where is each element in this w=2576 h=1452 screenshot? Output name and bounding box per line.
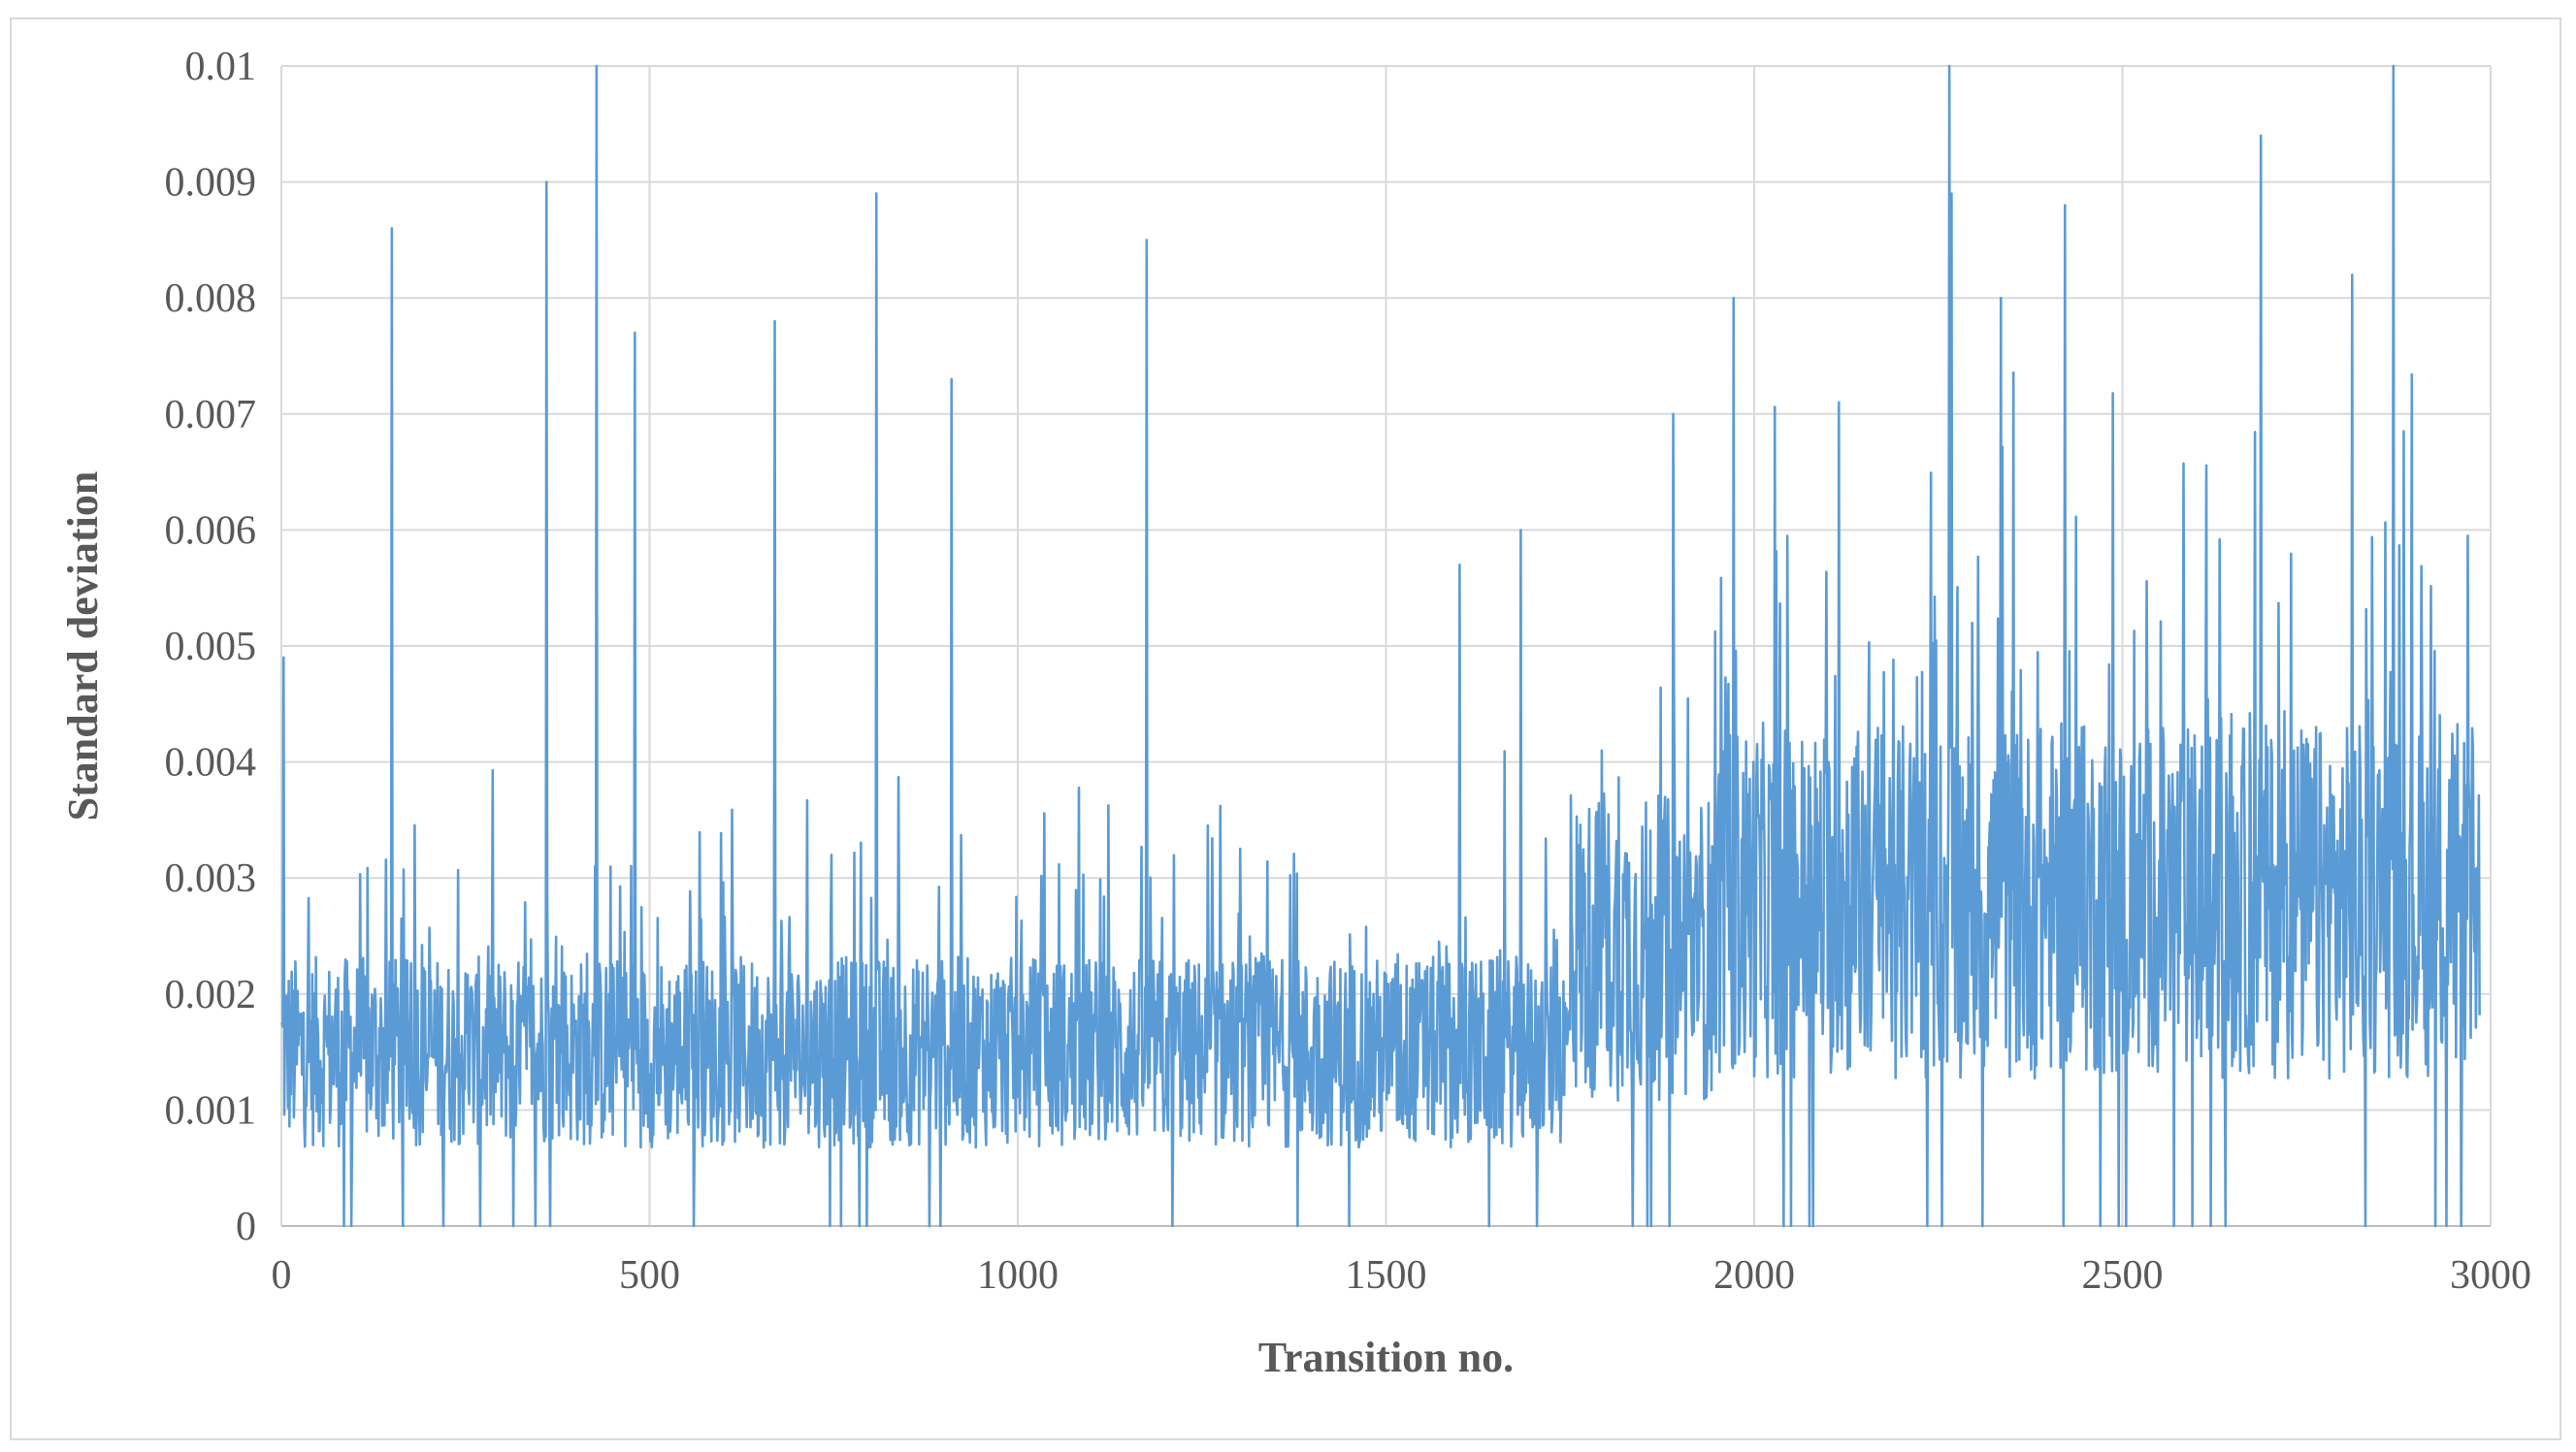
y-tick-label: 0.007 — [165, 393, 257, 437]
x-axis-title: Transition no. — [1258, 1334, 1514, 1381]
series-layer — [280, 64, 2481, 1228]
y-tick-label: 0.003 — [165, 856, 257, 901]
x-tick-label: 2000 — [1713, 1253, 1795, 1298]
series-line — [280, 64, 2481, 1228]
chart-frame: 0 0.001 0.002 0.003 0.004 0.005 0.006 0.007 0.00… — [10, 17, 2561, 1440]
y-tick-label: 0.002 — [165, 973, 257, 1017]
y-axis-title: Standard deviation — [59, 471, 107, 822]
x-tick-label: 1000 — [977, 1253, 1059, 1298]
y-tick-label: 0.005 — [165, 625, 257, 669]
y-tick-label: 0.006 — [165, 508, 257, 553]
line-chart: 0 0.001 0.002 0.003 0.004 0.005 0.006 0.007 0.00… — [59, 45, 2532, 1381]
y-tick-label: 0 — [236, 1205, 256, 1249]
x-tick-label: 2500 — [2082, 1253, 2164, 1298]
y-tick-label: 0.008 — [165, 276, 257, 321]
x-tick-label: 1500 — [1346, 1253, 1427, 1298]
x-tick-label: 0 — [272, 1253, 292, 1298]
tick-labels: 0 0.001 0.002 0.003 0.004 0.005 0.006 0.007 0.00… — [165, 45, 2532, 1298]
y-tick-label: 0.001 — [165, 1088, 257, 1133]
y-tick-label: 0.01 — [185, 45, 257, 89]
y-tick-label: 0.004 — [165, 741, 257, 786]
x-tick-label: 3000 — [2450, 1253, 2531, 1298]
y-tick-label: 0.009 — [165, 161, 257, 206]
x-tick-label: 500 — [619, 1253, 680, 1298]
